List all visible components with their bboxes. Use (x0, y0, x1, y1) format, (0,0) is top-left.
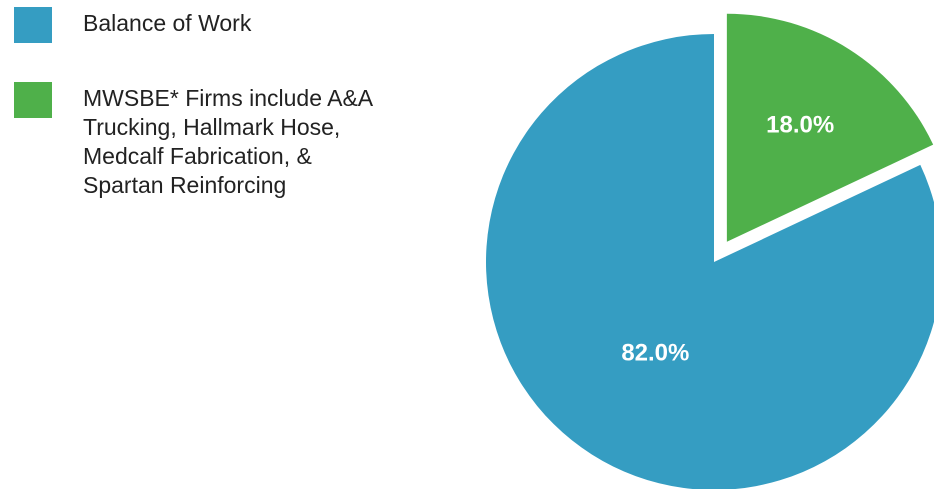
pie-data-labels: 18.0% 82.0% (621, 112, 834, 367)
legend-label-balance-of-work: Balance of Work (83, 10, 252, 36)
chart-legend: Balance of Work MWSBE* Firms include A&A… (14, 7, 372, 198)
legend-swatch-balance-of-work (14, 7, 52, 43)
legend-swatch-mwsbe-firms (14, 82, 52, 118)
pie-slices (486, 13, 934, 489)
legend-label-mwsbe-firms: MWSBE* Firms include A&A Trucking, Hallm… (83, 85, 372, 198)
pie-label-balance-of-work: 82.0% (621, 340, 689, 367)
pie-slice-balance-of-work (486, 34, 934, 489)
pie-slice-mwsbe-firms (726, 13, 934, 242)
pie-label-mwsbe-firms: 18.0% (766, 112, 834, 139)
